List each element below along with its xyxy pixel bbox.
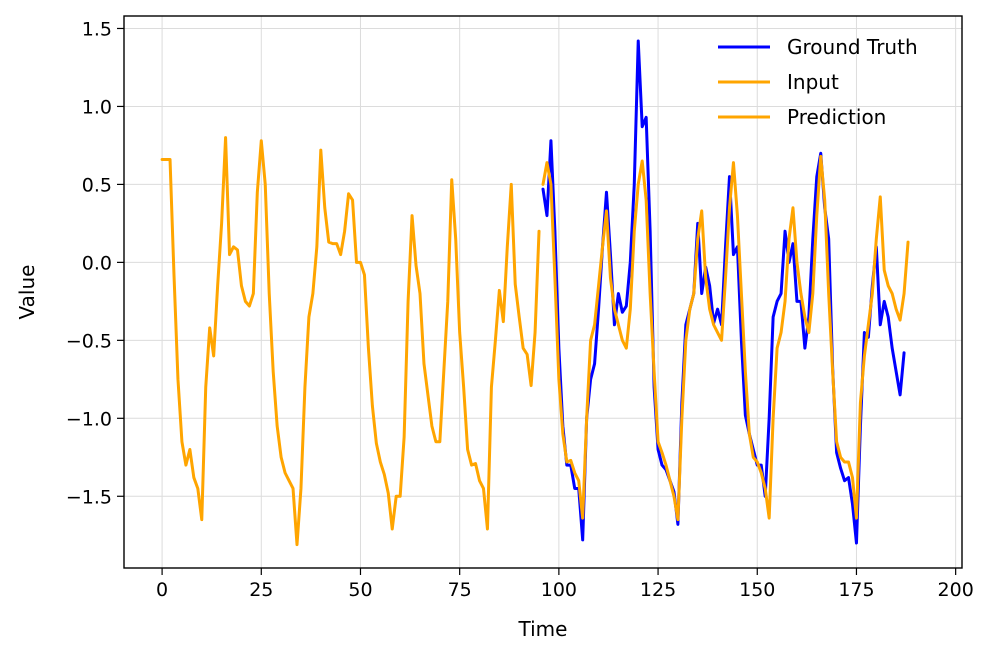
x-tick-label: 200 <box>938 579 974 601</box>
x-tick-label: 50 <box>348 579 372 601</box>
plot-area-frame <box>123 15 963 569</box>
series-lines <box>160 39 910 547</box>
x-tick-label: 25 <box>249 579 273 601</box>
x-tick-label: 125 <box>640 579 676 601</box>
y-tick-label: 0.5 <box>82 174 112 196</box>
series-line-prediction <box>541 154 910 522</box>
x-tick-label: 0 <box>156 579 168 601</box>
legend-label-prediction: Prediction <box>787 105 886 129</box>
y-tick-label: 1.0 <box>82 96 112 118</box>
y-tick-label: 0.0 <box>82 252 112 274</box>
x-tick-label: 175 <box>838 579 874 601</box>
series-line-input <box>160 136 541 547</box>
x-tick-label: 75 <box>448 579 472 601</box>
x-axis-ticks: 0 25 50 75 100 125 150 175 200 <box>156 568 974 601</box>
x-tick-label: 100 <box>541 579 577 601</box>
y-tick-label: −1.0 <box>66 408 112 430</box>
y-tick-label: −1.5 <box>66 486 112 508</box>
legend: Ground Truth Input Prediction <box>718 35 918 129</box>
x-tick-label: 150 <box>739 579 775 601</box>
y-tick-label: 1.5 <box>82 18 112 40</box>
y-axis-label: Value <box>15 265 39 320</box>
legend-label-input: Input <box>787 70 839 94</box>
y-tick-label: −0.5 <box>66 330 112 352</box>
x-axis-label: Time <box>518 617 568 641</box>
y-axis-ticks: −1.5 −1.0 −0.5 0.0 0.5 1.0 1.5 <box>66 18 124 508</box>
legend-label-ground-truth: Ground Truth <box>787 35 918 59</box>
